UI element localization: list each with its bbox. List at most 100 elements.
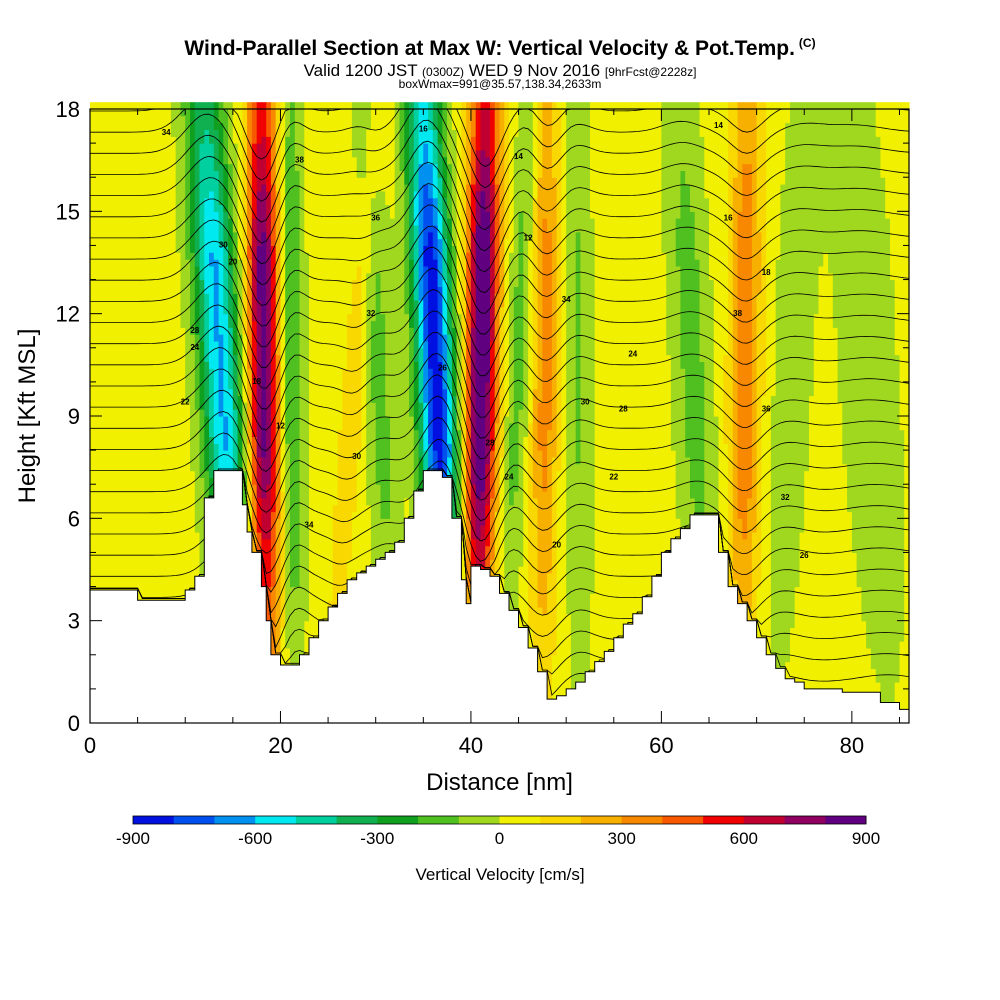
velocity-cell xyxy=(109,381,115,390)
velocity-cell xyxy=(161,334,167,342)
velocity-cell xyxy=(123,143,129,151)
velocity-cell xyxy=(332,204,339,212)
velocity-cell xyxy=(270,422,277,431)
velocity-cell xyxy=(142,375,148,383)
velocity-cell xyxy=(370,238,377,246)
velocity-cell xyxy=(356,429,363,437)
velocity-cell xyxy=(113,238,120,246)
velocity-cell xyxy=(170,252,177,260)
velocity-cell xyxy=(418,347,424,356)
velocity-cell xyxy=(261,477,267,485)
velocity-cell xyxy=(170,381,177,390)
velocity-cell xyxy=(185,163,191,171)
velocity-cell xyxy=(275,443,282,451)
velocity-cell xyxy=(370,197,377,206)
velocity-cell xyxy=(337,422,343,431)
velocity-cell xyxy=(99,136,105,144)
velocity-cell xyxy=(299,429,305,437)
velocity-cell xyxy=(299,163,305,171)
velocity-cell xyxy=(375,545,382,553)
velocity-cell xyxy=(228,347,234,356)
velocity-cell xyxy=(323,327,329,335)
velocity-cell xyxy=(156,313,163,322)
velocity-cell xyxy=(104,109,110,117)
velocity-cell xyxy=(166,197,172,206)
velocity-cell xyxy=(394,102,401,110)
velocity-cell xyxy=(204,354,210,362)
velocity-cell xyxy=(194,497,201,506)
velocity-cell xyxy=(104,388,110,397)
velocity-cell xyxy=(194,170,201,178)
velocity-cell xyxy=(304,218,310,226)
velocity-cell xyxy=(299,409,305,417)
velocity-cell xyxy=(256,286,263,294)
velocity-cell xyxy=(418,218,424,226)
velocity-cell xyxy=(404,102,410,110)
velocity-cell xyxy=(404,334,410,342)
velocity-cell xyxy=(313,450,320,458)
velocity-cell xyxy=(194,416,201,424)
velocity-cell xyxy=(185,572,191,581)
velocity-cell xyxy=(328,409,334,417)
velocity-cell xyxy=(347,354,353,362)
velocity-cell xyxy=(242,115,248,124)
velocity-cell xyxy=(232,416,239,424)
velocity-cell xyxy=(366,320,372,328)
velocity-cell xyxy=(280,109,286,117)
velocity-cell xyxy=(337,115,343,124)
velocity-cell xyxy=(156,477,163,485)
velocity-cell xyxy=(175,102,182,110)
velocity-cell xyxy=(285,545,291,553)
velocity-cell xyxy=(128,491,134,499)
velocity-cell xyxy=(266,579,272,588)
velocity-cell xyxy=(190,545,196,553)
velocity-cell xyxy=(294,648,301,656)
velocity-cell xyxy=(113,477,120,485)
velocity-cell xyxy=(399,102,405,110)
velocity-cell xyxy=(323,109,329,117)
velocity-cell xyxy=(285,613,291,622)
velocity-cell xyxy=(137,545,143,553)
velocity-cell xyxy=(204,238,210,246)
velocity-cell xyxy=(128,252,134,260)
velocity-cell xyxy=(266,143,272,151)
velocity-cell xyxy=(332,313,339,322)
velocity-cell xyxy=(280,149,286,158)
velocity-cell xyxy=(104,368,110,376)
velocity-cell xyxy=(413,184,420,192)
velocity-cell xyxy=(385,149,391,158)
velocity-cell xyxy=(370,225,377,233)
velocity-cell xyxy=(166,559,172,567)
velocity-cell xyxy=(375,129,382,137)
velocity-cell xyxy=(323,354,329,362)
velocity-cell xyxy=(199,156,205,165)
velocity-cell xyxy=(266,429,272,437)
velocity-cell xyxy=(337,197,343,206)
velocity-cell xyxy=(309,265,315,274)
velocity-cell xyxy=(180,306,186,315)
velocity-cell xyxy=(170,477,177,485)
velocity-cell xyxy=(137,313,143,322)
velocity-cell xyxy=(299,552,305,560)
velocity-cell xyxy=(132,190,139,199)
velocity-cell xyxy=(351,272,358,281)
velocity-cell xyxy=(418,197,424,206)
velocity-cell xyxy=(137,409,143,417)
velocity-cell xyxy=(94,566,101,574)
velocity-cell xyxy=(251,436,258,444)
velocity-cell xyxy=(137,491,143,499)
velocity-cell xyxy=(328,279,334,287)
velocity-cell xyxy=(128,177,134,185)
velocity-cell xyxy=(251,286,258,294)
velocity-cell xyxy=(342,443,348,451)
velocity-cell xyxy=(423,429,429,437)
velocity-cell xyxy=(256,416,263,424)
velocity-cell xyxy=(323,586,329,594)
velocity-cell xyxy=(394,402,401,410)
velocity-cell xyxy=(123,491,129,499)
velocity-cell xyxy=(413,416,420,424)
velocity-cell xyxy=(390,381,396,390)
velocity-cell xyxy=(399,409,405,417)
velocity-cell xyxy=(175,252,182,260)
velocity-cell xyxy=(375,149,382,158)
